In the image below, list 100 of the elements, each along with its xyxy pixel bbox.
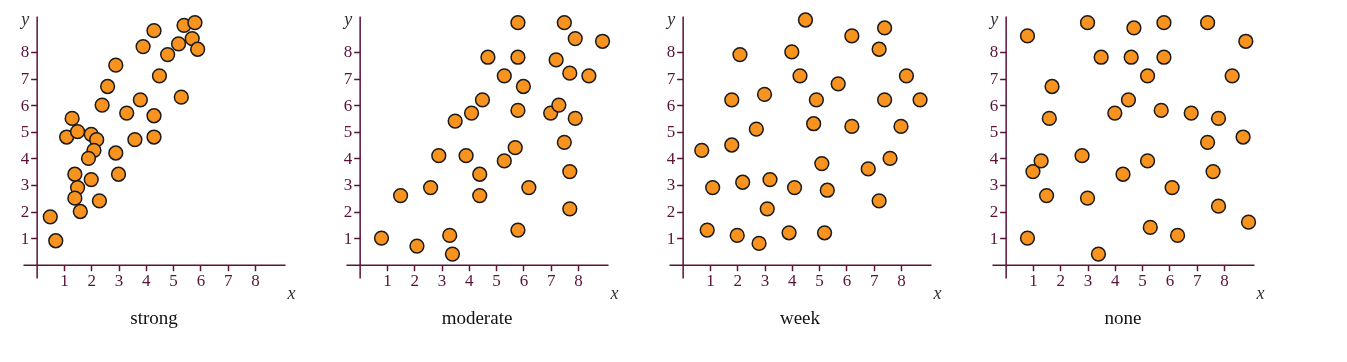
point <box>1210 110 1227 127</box>
point <box>1093 49 1109 65</box>
point <box>510 222 526 238</box>
point <box>146 129 162 145</box>
point <box>562 201 578 217</box>
point <box>567 30 583 47</box>
point <box>1235 129 1251 145</box>
point <box>808 92 825 108</box>
point <box>1156 49 1172 65</box>
point <box>67 190 83 206</box>
point <box>108 57 124 73</box>
point <box>1142 219 1158 236</box>
x-tick-label: 1 <box>60 271 69 291</box>
point <box>816 225 833 241</box>
point <box>694 142 710 158</box>
y-tick-label: 1 <box>666 228 676 248</box>
point <box>447 113 463 129</box>
point <box>472 187 488 204</box>
y-tick-label: 3 <box>989 175 999 195</box>
y-tick-label: 5 <box>343 122 353 142</box>
x-tick-label: 1 <box>383 271 392 291</box>
point <box>1044 78 1060 95</box>
point <box>1074 148 1090 164</box>
y-axis-title: y <box>988 8 999 29</box>
point <box>556 15 572 31</box>
point <box>444 246 461 262</box>
point <box>94 97 110 113</box>
point <box>762 171 778 188</box>
point <box>135 38 151 55</box>
point <box>170 36 187 52</box>
point <box>1107 105 1123 121</box>
y-tick-label: 8 <box>20 42 30 62</box>
point <box>510 15 526 31</box>
x-tick-label: 3 <box>114 271 124 291</box>
point <box>876 20 893 36</box>
point <box>1123 49 1139 65</box>
point <box>1183 105 1199 121</box>
y-tick-label: 1 <box>989 228 999 248</box>
point <box>373 230 390 246</box>
x-tick-label: 3 <box>437 271 447 291</box>
y-tick-label: 4 <box>20 148 30 168</box>
y-tick-label: 4 <box>666 148 676 168</box>
y-tick-label: 3 <box>343 175 353 195</box>
text: week <box>779 306 821 328</box>
y-tick-label: 1 <box>343 228 353 248</box>
point <box>1126 20 1142 36</box>
point <box>871 41 887 57</box>
x-axis-title: x <box>286 283 296 304</box>
point <box>562 163 578 180</box>
point <box>510 49 526 65</box>
point <box>1139 153 1156 169</box>
point <box>146 23 162 39</box>
point <box>507 140 523 156</box>
point <box>409 238 425 254</box>
point <box>496 153 512 169</box>
text: strong <box>130 306 179 328</box>
point <box>882 150 898 166</box>
y-axis-title: y <box>19 8 30 29</box>
point <box>567 110 583 127</box>
y-axis-title: y <box>665 8 676 29</box>
x-tick-label: 4 <box>465 271 475 291</box>
point <box>1156 15 1172 31</box>
point <box>729 227 745 244</box>
point <box>581 68 597 84</box>
x-tick-label: 8 <box>251 271 260 291</box>
point <box>735 174 751 190</box>
point <box>819 182 835 198</box>
point <box>1033 153 1049 169</box>
point <box>91 193 108 209</box>
point <box>792 68 808 84</box>
point <box>756 86 773 103</box>
y-tick-label: 2 <box>989 202 999 221</box>
point <box>146 108 162 124</box>
point <box>69 124 86 140</box>
y-tick-label: 8 <box>989 42 999 62</box>
x-axis-title: x <box>932 283 942 304</box>
y-tick-label: 6 <box>666 95 676 115</box>
point <box>1090 246 1107 262</box>
x-tick-label: 1 <box>1029 271 1038 291</box>
point <box>594 33 611 49</box>
point <box>724 137 740 153</box>
point <box>732 46 748 63</box>
y-tick-label: 3 <box>20 175 30 195</box>
y-tick-label: 7 <box>666 69 676 89</box>
point <box>515 78 532 95</box>
point <box>132 92 148 108</box>
x-tick-label: 3 <box>760 271 770 291</box>
point <box>705 179 721 196</box>
y-tick-label: 5 <box>20 122 30 142</box>
point <box>1199 15 1216 31</box>
point <box>759 201 775 217</box>
point <box>860 161 876 177</box>
point <box>80 150 97 166</box>
x-tick-label: 6 <box>1165 271 1175 291</box>
x-tick-label: 5 <box>1138 271 1147 291</box>
point <box>496 68 512 84</box>
point <box>1238 33 1254 49</box>
point <box>151 68 168 84</box>
text: moderate <box>441 306 513 328</box>
point <box>1199 134 1216 150</box>
